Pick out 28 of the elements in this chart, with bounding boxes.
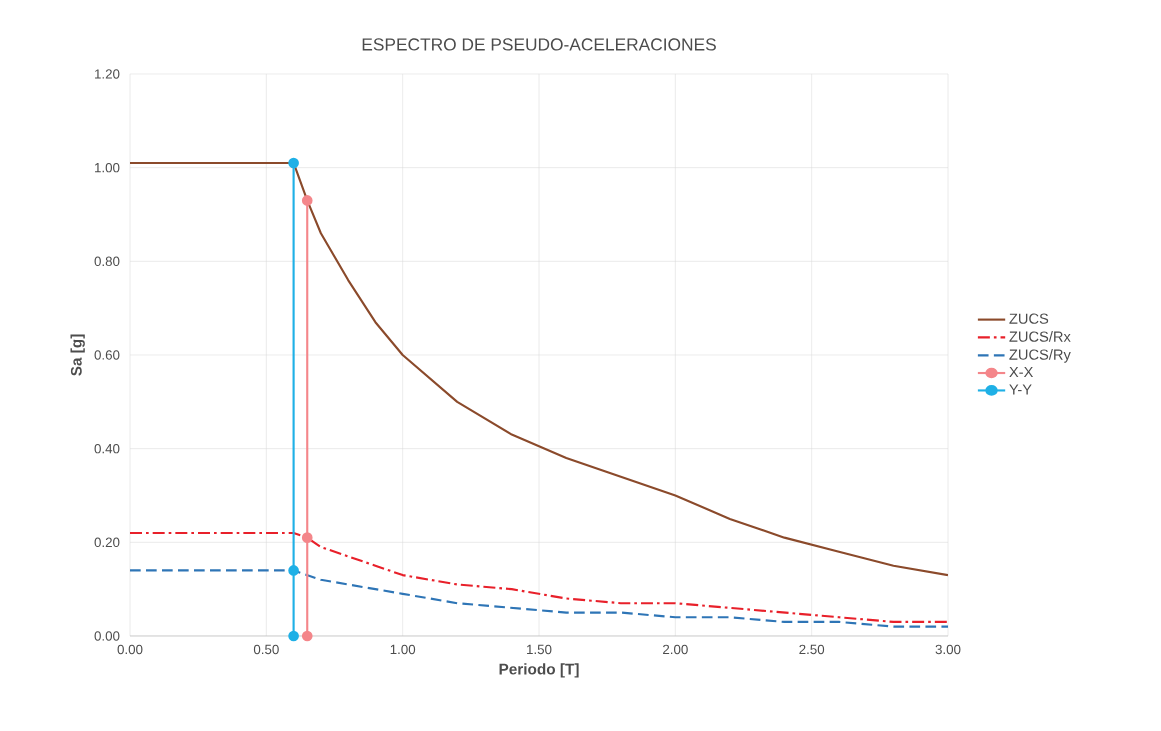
legend-label: Y-Y — [1009, 384, 1032, 395]
y-tick-label: 1.00 — [95, 162, 120, 173]
x-tick-label: 1.00 — [390, 644, 416, 655]
y-tick-label: 0.60 — [94, 350, 120, 360]
point — [288, 630, 299, 642]
point — [301, 532, 313, 543]
y-tick-label: 1.20 — [95, 69, 120, 79]
y-tick-label: 0.80 — [94, 256, 120, 267]
legend-label: X-X — [1009, 366, 1034, 378]
point — [288, 565, 299, 576]
x-tick-label: 0.00 — [117, 644, 143, 655]
point — [301, 195, 313, 206]
y-axis-title: Sa [g] — [70, 334, 85, 376]
x-tick-label: 1.50 — [527, 644, 552, 655]
y-tick-label: 0.00 — [94, 631, 120, 641]
x-axis-title: Periodo [T] — [499, 663, 579, 678]
y-tick-label: 0.40 — [94, 443, 120, 454]
point — [301, 630, 313, 642]
legend-label: ZUCS — [1009, 313, 1049, 324]
x-tick-label: 2.50 — [799, 644, 825, 655]
x-tick-label: 2.00 — [663, 644, 688, 655]
legend-label: ZUCS/Rx — [1009, 331, 1071, 342]
x-tick-label: 0.50 — [253, 644, 279, 655]
point — [288, 157, 299, 169]
chart-title: ESPECTRO DE PSEUDO-ACELERACIONES — [362, 38, 716, 51]
legend-label: ZUCS/Ry — [1009, 349, 1071, 363]
y-tick-label: 0.20 — [94, 537, 120, 548]
x-tick-label: 3.00 — [935, 644, 961, 655]
